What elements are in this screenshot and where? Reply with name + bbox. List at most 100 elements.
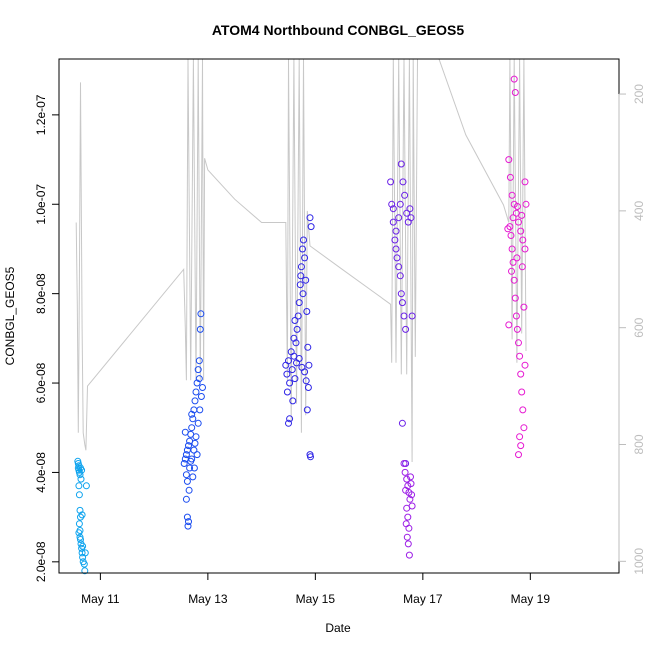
data-point [400, 312, 408, 320]
data-point [518, 211, 526, 219]
data-point [302, 377, 310, 385]
data-point [407, 214, 415, 222]
x-tick-label: May 15 [296, 592, 336, 606]
data-point [397, 290, 405, 298]
data-point [188, 410, 196, 418]
data-point [520, 303, 528, 311]
data-point [301, 368, 309, 376]
data-point [505, 321, 513, 329]
data-point [197, 310, 205, 318]
x-tick-label: May 11 [81, 592, 120, 606]
data-point [76, 471, 84, 479]
data-point [509, 214, 517, 222]
data-point [403, 209, 411, 217]
data-point [193, 379, 201, 387]
data-point [507, 232, 515, 239]
data-point [183, 477, 191, 485]
y-axis-label: CONBGL_GEOS5 [3, 266, 17, 365]
data-point [517, 227, 525, 235]
data-point [508, 191, 516, 199]
data-point [506, 173, 514, 181]
data-point [402, 325, 410, 333]
data-point [184, 522, 192, 530]
altitude-profile-layer [75, 58, 527, 463]
chart-title: ATOM4 Northbound CONBGL_GEOS5 [212, 22, 464, 38]
data-point [300, 236, 307, 244]
data-point [516, 352, 524, 360]
data-point [289, 397, 297, 405]
data-point [401, 191, 409, 199]
data-point [77, 475, 85, 483]
secondary-y-tick-label: 600 [632, 317, 646, 337]
data-point [404, 540, 412, 548]
y-tick-label: 2.0e-08 [34, 541, 48, 582]
data-point [506, 223, 514, 231]
data-point [396, 272, 404, 280]
data-point [190, 446, 198, 454]
y-tick-label: 4.0e-08 [34, 452, 48, 493]
data-point [398, 299, 406, 307]
data-point [406, 205, 414, 213]
data-point [400, 460, 408, 467]
data-point [515, 339, 522, 347]
data-point [299, 245, 306, 253]
data-point [389, 205, 397, 213]
data-point [82, 482, 90, 490]
secondary-y-tick-label: 200 [632, 84, 646, 104]
data-point [408, 312, 416, 320]
data-point [195, 375, 203, 383]
data-point [392, 245, 400, 253]
data-point [196, 406, 204, 414]
data-point [508, 245, 516, 253]
data-point [295, 299, 303, 307]
x-tick-label: May 19 [511, 592, 551, 606]
data-point [190, 464, 198, 472]
data-point [192, 388, 200, 396]
data-point [505, 156, 513, 164]
data-point [402, 520, 410, 528]
data-point [295, 355, 303, 362]
data-point [406, 495, 414, 503]
y-tick-label: 1.0e-07 [34, 184, 48, 225]
secondary-y-axis: 200 400 600 800 1000 [618, 84, 646, 575]
data-point [391, 236, 399, 244]
data-point [511, 294, 519, 302]
y-tick-label: 6.0e-08 [34, 362, 48, 403]
data-point [307, 453, 314, 461]
data-point [512, 312, 520, 320]
data-point [283, 388, 291, 396]
data-point [75, 520, 83, 528]
data-point [307, 223, 315, 231]
data-point [402, 486, 410, 494]
data-point [306, 214, 314, 222]
data-point [513, 254, 521, 262]
data-point [304, 384, 312, 391]
x-tick-label: May 17 [403, 592, 443, 606]
data-point [181, 428, 189, 436]
data-point [510, 276, 518, 284]
data-point [287, 348, 295, 356]
data-point [195, 357, 203, 365]
series-1 [74, 457, 90, 575]
data-point [283, 370, 291, 378]
data-point [520, 424, 528, 432]
data-point [399, 178, 407, 186]
data-point [515, 218, 522, 226]
y-axis: 2.0e-08 4.0e-08 6.0e-08 8.0e-08 1.0e-07 1.2e-… [34, 94, 60, 582]
data-point [188, 424, 196, 432]
data-point [79, 542, 87, 550]
data-point [77, 536, 84, 543]
data-point [301, 254, 309, 262]
data-point [80, 560, 88, 568]
data-point [81, 567, 89, 575]
data-point [518, 263, 526, 271]
data-point [397, 160, 405, 168]
data-point [395, 263, 403, 271]
data-point [296, 281, 304, 289]
data-point [293, 325, 301, 333]
data-point [192, 433, 200, 441]
data-point [303, 406, 311, 414]
data-point [407, 473, 414, 481]
data-point [388, 200, 396, 208]
